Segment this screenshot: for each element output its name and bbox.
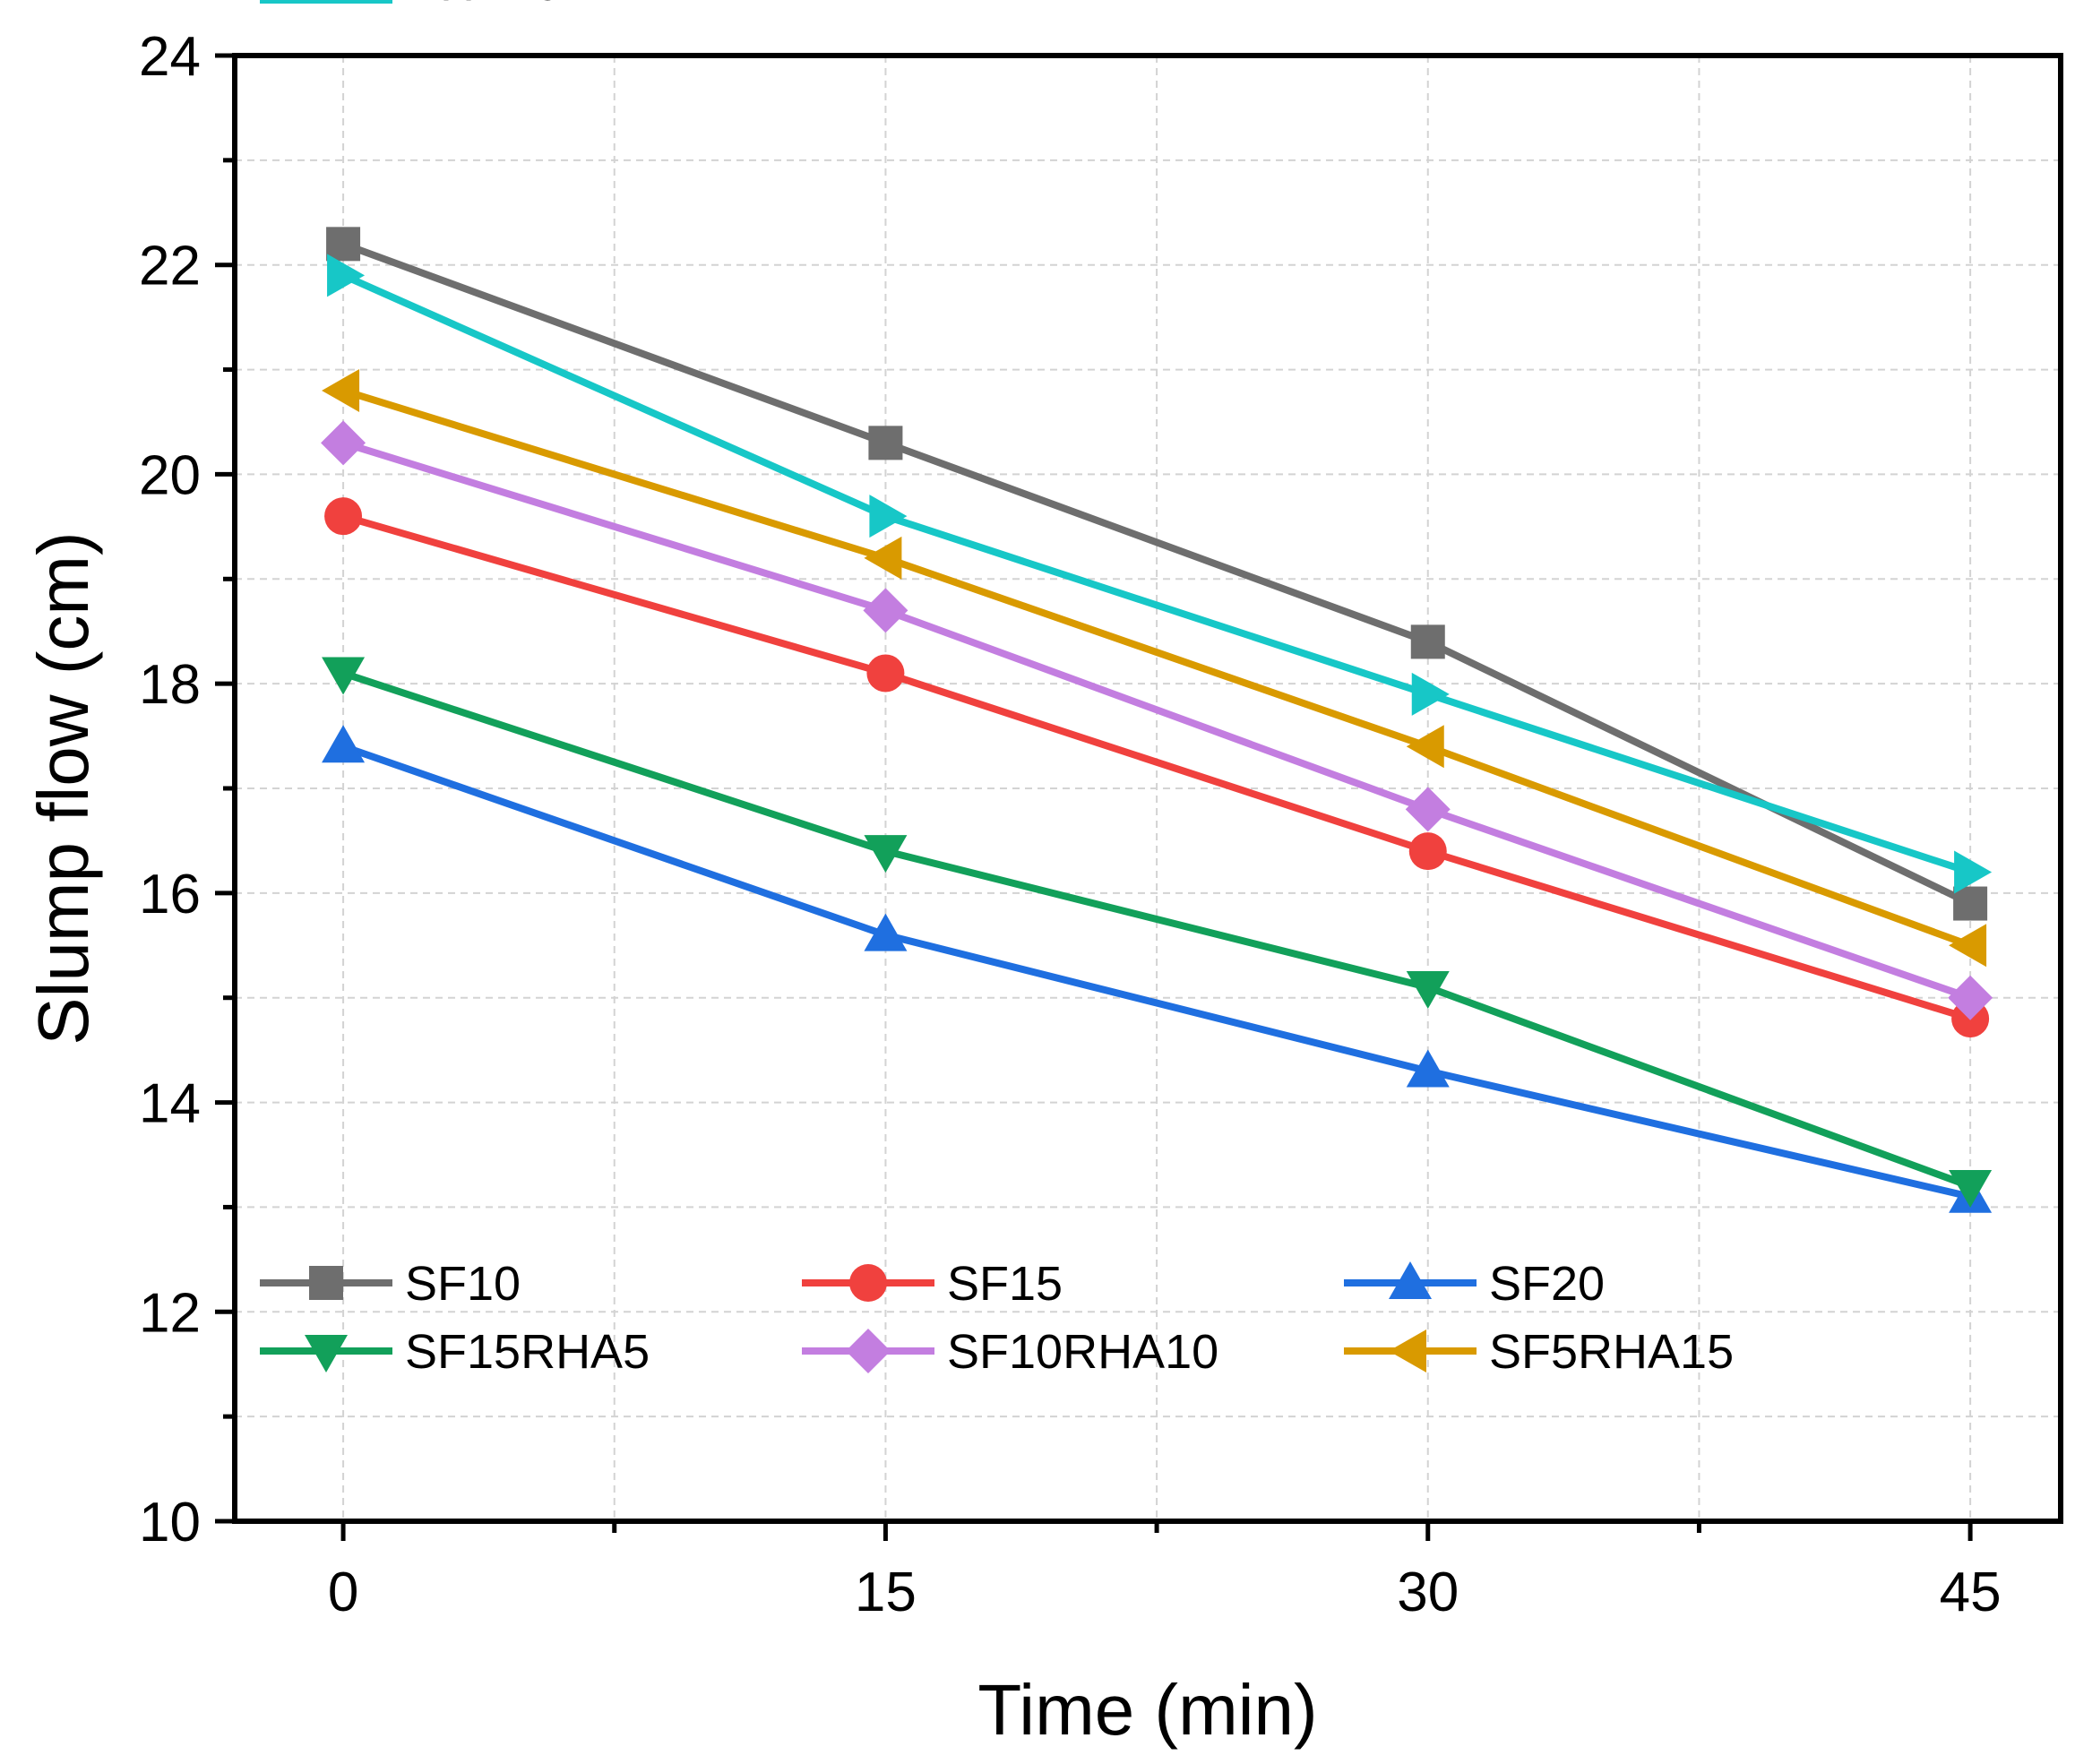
legend-marker — [846, 1329, 891, 1373]
data-point-sf15 — [1408, 832, 1447, 871]
data-point-sf10rha10 — [1948, 975, 1993, 1020]
legend-label: SF10 — [405, 1257, 521, 1311]
data-point-sf10rha10 — [1405, 787, 1451, 832]
legend-label: RHA20 — [405, 0, 561, 11]
y-tick-label: 18 — [139, 654, 201, 716]
series-sf10rha10 — [321, 420, 1993, 1020]
y-tick-label: 14 — [139, 1073, 201, 1135]
data-point-sf20 — [1406, 1049, 1450, 1088]
data-point-sf10rha10 — [863, 588, 908, 633]
y-tick-label: 24 — [139, 26, 201, 88]
legend: SF10 SF15 SF20 SF15RHA5 SF10RHA10 SF5RHA15 RHA… — [260, 0, 1734, 1379]
series-line-sf5rha15 — [341, 387, 1972, 950]
series-line-sf10 — [341, 240, 1972, 908]
x-tick-label: 30 — [1397, 1562, 1459, 1623]
series-line-sf15 — [341, 512, 1972, 1022]
legend-marker — [305, 1335, 348, 1372]
data-point-sf15rha5 — [864, 835, 908, 873]
series-line-sf10rha10 — [341, 439, 1972, 1002]
series-group — [321, 227, 1993, 1213]
y-axis-title: Slump flow (cm) — [23, 531, 103, 1045]
legend-label: SF15 — [947, 1257, 1063, 1311]
y-tick-label: 10 — [139, 1492, 201, 1553]
legend-item-sf15rha5: SF15RHA5 — [260, 1325, 650, 1379]
y-tick-label: 12 — [139, 1282, 201, 1344]
data-point-sf5rha15 — [1406, 725, 1444, 769]
series-sf15rha5 — [322, 657, 1993, 1209]
series-rha20 — [327, 254, 1993, 894]
data-point-rha20 — [1954, 850, 1993, 894]
legend-marker — [1389, 1261, 1432, 1299]
legend-marker — [309, 1266, 343, 1300]
data-point-sf15 — [324, 497, 363, 536]
legend-item-sf15: SF15 — [802, 1257, 1063, 1311]
data-point-sf15rha5 — [1949, 1170, 1993, 1209]
data-point-rha20 — [869, 495, 908, 538]
legend-item-sf10: SF10 — [260, 1257, 521, 1311]
series-line-sf20 — [341, 743, 1972, 1200]
data-point-sf10rha10 — [321, 420, 366, 466]
legend-label: SF5RHA15 — [1489, 1325, 1734, 1379]
data-point-sf5rha15 — [322, 368, 360, 412]
x-axis-title: Time (min) — [977, 1670, 1317, 1750]
grid — [235, 56, 2061, 1521]
legend-item-sf5rha15: SF5RHA15 — [1344, 1325, 1734, 1379]
legend-label: SF10RHA10 — [947, 1325, 1218, 1379]
legend-label: SF15RHA5 — [405, 1325, 650, 1379]
legend-item-sf20: SF20 — [1344, 1257, 1605, 1311]
x-tick-label: 15 — [855, 1562, 917, 1623]
data-point-sf15rha5 — [322, 657, 366, 695]
data-point-sf20 — [864, 913, 908, 951]
data-point-rha20 — [1411, 672, 1450, 716]
data-point-sf5rha15 — [1949, 924, 1987, 968]
series-sf20 — [322, 725, 1993, 1213]
data-point-sf10 — [1953, 886, 1988, 921]
series-sf5rha15 — [322, 368, 1987, 968]
data-point-sf10 — [1410, 624, 1445, 659]
y-tick-label: 16 — [139, 864, 201, 925]
data-point-rha20 — [327, 254, 366, 297]
legend-marker — [1389, 1329, 1426, 1372]
x-tick-label: 45 — [1940, 1562, 2002, 1623]
data-point-sf15 — [866, 654, 905, 693]
x-tick-label: 0 — [328, 1562, 358, 1623]
data-point-sf20 — [322, 725, 366, 763]
data-point-sf10 — [868, 426, 903, 460]
data-point-sf10 — [326, 227, 361, 262]
legend-marker — [849, 1264, 887, 1302]
data-point-sf5rha15 — [864, 536, 902, 580]
legend-item-rha20: RHA20 — [260, 0, 561, 11]
y-tick-label: 22 — [139, 236, 201, 297]
series-line-rha20 — [341, 271, 1972, 876]
axis-ticks: 0 15 30 45 10 12 14 16 18 20 22 24 — [139, 26, 2002, 1623]
series-line-sf15rha5 — [341, 669, 1972, 1190]
data-point-sf15rha5 — [1406, 971, 1450, 1010]
legend-item-sf10rha10: SF10RHA10 — [802, 1325, 1218, 1379]
y-tick-label: 20 — [139, 444, 201, 506]
legend-label: SF20 — [1489, 1257, 1605, 1311]
series-sf10 — [326, 227, 1988, 921]
